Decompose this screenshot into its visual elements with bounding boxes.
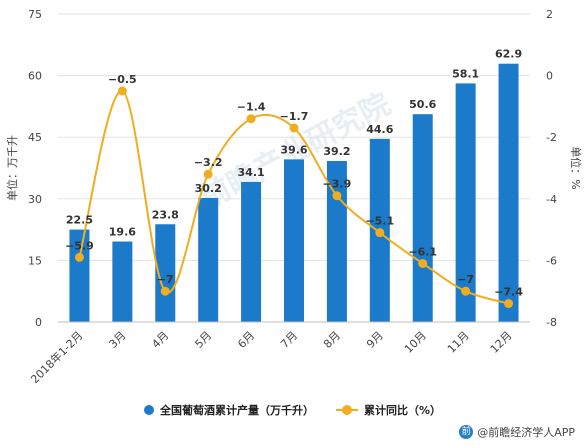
bar	[69, 229, 90, 322]
y-right-tick-label: 0	[546, 70, 553, 83]
x-tick-label: 11月	[445, 329, 472, 356]
line-value-label: −5.1	[365, 215, 394, 228]
y-left-tick-label: 60	[28, 70, 42, 83]
line-value-label: −5.9	[65, 239, 94, 252]
line-point	[418, 258, 428, 268]
line-point	[203, 169, 213, 179]
bars	[69, 63, 519, 322]
bar	[155, 224, 176, 322]
y-right-tick-label: -8	[546, 316, 557, 329]
legend-line-label: 累计同比（%）	[363, 404, 442, 417]
line-value-label: −7.4	[494, 286, 523, 299]
bar-value-label: 23.8	[152, 208, 179, 221]
labels: 22.5 19.6 23.8 30.2 34.1 39.6 39.2 44.6 50.6 58.1…	[65, 48, 523, 299]
y-right-tick-label: -4	[546, 193, 557, 206]
line-point	[74, 252, 84, 262]
line-value-label: −7	[457, 273, 474, 286]
x-tick-label: 2018年1-2月	[28, 328, 86, 386]
legend-line-swatch	[335, 405, 358, 415]
y-right-tick-label: -2	[546, 131, 557, 144]
bar	[455, 83, 476, 322]
bar	[284, 159, 304, 322]
y-right-axis-title: 单位：%	[569, 146, 583, 189]
legend-bar-swatch	[143, 405, 154, 415]
y-left-tick-label: 45	[28, 131, 42, 144]
bar-value-label: 22.5	[66, 214, 93, 227]
y-left-tick-label: 75	[28, 8, 42, 21]
bar-value-label: 58.1	[452, 67, 479, 80]
line-point	[246, 114, 256, 124]
x-tick-label: 6月	[235, 329, 257, 351]
line-point	[504, 299, 514, 309]
source-text: @前瞻经济学人APP	[477, 426, 575, 439]
line-point	[117, 86, 127, 96]
line-value-label: −6.1	[408, 245, 437, 258]
y-left-tick-label: 30	[28, 193, 42, 206]
bar-value-label: 19.6	[109, 226, 136, 239]
bar	[112, 241, 133, 322]
line-point	[289, 123, 299, 133]
y-right-tick-label: -6	[546, 254, 557, 267]
bar-value-label: 30.2	[195, 182, 222, 195]
bar-value-label: 44.6	[366, 123, 393, 136]
x-tick-label: 8月	[321, 329, 343, 351]
x-tick-label: 3月	[107, 329, 129, 351]
source-credit: 前 @前瞻经济学人APP	[459, 424, 575, 440]
line-value-label: −0.5	[108, 73, 137, 86]
y-left-tick-label: 15	[28, 254, 42, 267]
x-tick-label: 5月	[192, 329, 214, 351]
line-point	[160, 286, 170, 296]
line-point	[461, 286, 471, 296]
line-point	[332, 191, 342, 201]
line-value-label: −7	[157, 273, 174, 286]
bar-value-label: 39.6	[280, 143, 307, 156]
y-left-tick-label: 0	[35, 316, 42, 329]
bar	[198, 197, 219, 322]
bar-value-label: 34.1	[238, 166, 265, 179]
bar-value-label: 50.6	[409, 98, 436, 111]
x-tick-label: 12月	[488, 329, 515, 356]
bar	[498, 63, 519, 322]
x-tick-label: 4月	[149, 329, 171, 351]
bar	[241, 181, 262, 322]
bar	[412, 114, 433, 322]
bar-value-label: 39.2	[323, 145, 350, 158]
line-point	[375, 228, 385, 238]
y-left-axis-title: 单位：万千升	[5, 135, 19, 201]
line-value-label: −3.2	[194, 156, 223, 169]
x-tick-label: 9月	[364, 329, 386, 351]
qianzhan-logo-icon: 前	[459, 425, 474, 439]
bar-value-label: 62.9	[495, 48, 522, 61]
legend-bar-label: 全国葡萄酒累计产量（万千升）	[159, 404, 314, 417]
x-tick-label: 7月	[278, 329, 300, 351]
legend: 全国葡萄酒累计产量（万千升） 累计同比（%）	[0, 402, 585, 418]
chart: 前瞻产业研究院 22.519.623.830.234.139.6 39.244.6…	[5, 8, 583, 386]
legend-item-line[interactable]: 累计同比（%）	[335, 402, 442, 418]
line-value-label: −1.7	[280, 110, 309, 123]
line-series	[74, 86, 514, 309]
y-right-tick-label: 2	[546, 8, 553, 21]
legend-item-bars[interactable]: 全国葡萄酒累计产量（万千升）	[143, 402, 314, 418]
x-tick-label: 10月	[402, 329, 429, 356]
line-value-label: −1.4	[237, 101, 266, 114]
line-value-label: −3.9	[323, 178, 352, 191]
